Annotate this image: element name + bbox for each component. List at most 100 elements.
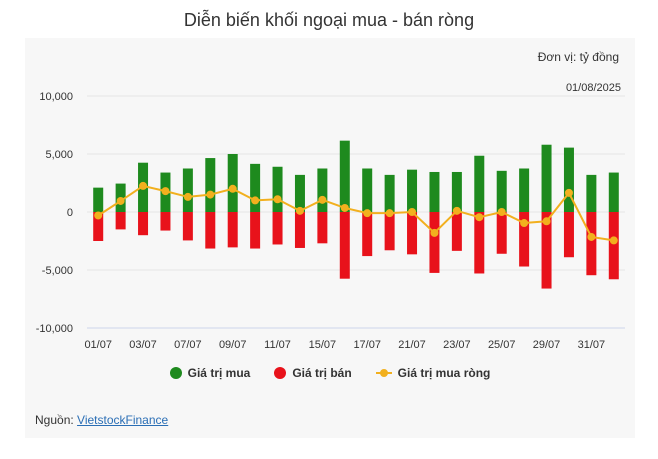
net-point (564, 188, 573, 197)
net-point (94, 211, 103, 220)
sell-bar (496, 212, 507, 254)
sell-bar (317, 212, 328, 244)
x-tick-label: 29/07 (533, 339, 561, 351)
x-tick-label: 17/07 (353, 339, 381, 351)
buy-bar (451, 171, 462, 212)
sell-bar (115, 212, 126, 230)
buy-bar (182, 168, 193, 212)
sell-marker-icon (274, 367, 287, 379)
x-tick-label: 21/07 (398, 339, 426, 351)
sell-bar (563, 212, 574, 258)
buy-bar (272, 166, 283, 212)
sell-bar (339, 212, 350, 279)
buy-marker-icon (169, 367, 182, 379)
chart-legend: Giá trị mua Giá trị bán Giá trị mua ròng (25, 366, 635, 380)
buy-bar (384, 174, 395, 212)
buy-bar (586, 174, 597, 212)
x-tick-label: 15/07 (309, 339, 337, 351)
x-tick-label: 25/07 (488, 339, 516, 351)
net-point (363, 209, 372, 218)
x-tick-label: 01/07 (84, 339, 112, 351)
sell-bar (384, 212, 395, 251)
sell-bar (138, 212, 149, 236)
sell-bar (227, 212, 238, 248)
sell-bar (294, 212, 305, 248)
buy-bar (317, 168, 328, 212)
buy-bar (541, 144, 552, 212)
buy-bar (563, 147, 574, 212)
buy-bar (339, 140, 350, 212)
y-tick-label: 10,000 (39, 91, 73, 103)
buy-bar (429, 171, 440, 212)
sell-bar (519, 212, 530, 267)
x-tick-label: 03/07 (129, 339, 157, 351)
net-point (520, 219, 529, 228)
net-point (340, 203, 349, 212)
y-tick-label: -10,000 (36, 323, 73, 335)
buy-bar (205, 158, 216, 212)
x-tick-label: 09/07 (219, 339, 247, 351)
buy-bar (250, 163, 261, 212)
unit-label: Đơn vị: tỷ đồng (537, 50, 619, 64)
net-point (385, 209, 394, 218)
sell-bar (608, 212, 619, 280)
net-point (206, 190, 215, 199)
sell-bar (250, 212, 261, 249)
net-point (318, 195, 327, 204)
buy-bar (362, 168, 373, 212)
legend-item-sell[interactable]: Giá trị bán (274, 366, 352, 380)
legend-item-buy[interactable]: Giá trị mua (169, 366, 251, 380)
legend-label-net: Giá trị mua ròng (397, 366, 491, 380)
buy-bar (496, 170, 507, 212)
net-point (161, 187, 170, 196)
buy-bar (227, 154, 238, 212)
legend-label-sell: Giá trị bán (292, 366, 352, 380)
net-point (408, 208, 417, 216)
legend-label-buy: Giá trị mua (187, 366, 251, 380)
y-tick-label: 5,000 (45, 149, 73, 161)
date-label: 01/08/2025 (565, 82, 621, 94)
chart-panel: Đơn vị: tỷ đồng 01/08/2025 10,000 5,000 0 -… (25, 38, 635, 438)
y-tick-label: -5,000 (42, 265, 73, 277)
buy-bar (474, 155, 485, 212)
x-tick-label: 11/07 (264, 339, 291, 351)
net-point (430, 228, 439, 237)
net-point (587, 232, 596, 241)
buy-bar (294, 174, 305, 212)
x-tick-label: 23/07 (443, 339, 471, 351)
buy-bar (519, 168, 530, 212)
buy-bar (407, 169, 418, 212)
net-line-marker-icon (375, 367, 392, 379)
y-tick-label: 0 (67, 207, 73, 219)
chart-plot-area: 10,000 5,000 0 -5,000 -10,000 01/07 03/07 07/07… (36, 91, 625, 351)
sell-bar (474, 212, 485, 274)
chart-title: Diễn biến khối ngoại mua - bán ròng (183, 10, 475, 30)
x-tick-label: 31/07 (578, 339, 606, 351)
net-point (116, 196, 125, 205)
sell-bar (93, 212, 104, 241)
sell-bar (451, 212, 462, 251)
sell-bar (541, 212, 552, 289)
sell-bar (272, 212, 283, 245)
sell-bar (182, 212, 193, 241)
net-point (475, 213, 484, 222)
sell-bar (160, 212, 171, 231)
net-line (97, 184, 614, 242)
legend-item-net[interactable]: Giá trị mua ròng (375, 366, 491, 380)
net-point (542, 217, 551, 226)
sell-bar (407, 212, 418, 255)
source-link[interactable]: VietstockFinance (77, 413, 169, 427)
source-prefix: Nguồn: (35, 413, 74, 427)
sell-bar (205, 212, 216, 249)
net-point (295, 206, 304, 215)
net-point (497, 208, 506, 216)
sell-bar (429, 212, 440, 273)
net-point (183, 192, 192, 201)
net-point (452, 206, 461, 215)
net-point (139, 181, 148, 190)
net-point (273, 195, 282, 204)
buy-bar (93, 187, 104, 212)
x-tick-label: 07/07 (174, 339, 202, 351)
net-point (251, 196, 260, 205)
net-point (609, 236, 618, 245)
